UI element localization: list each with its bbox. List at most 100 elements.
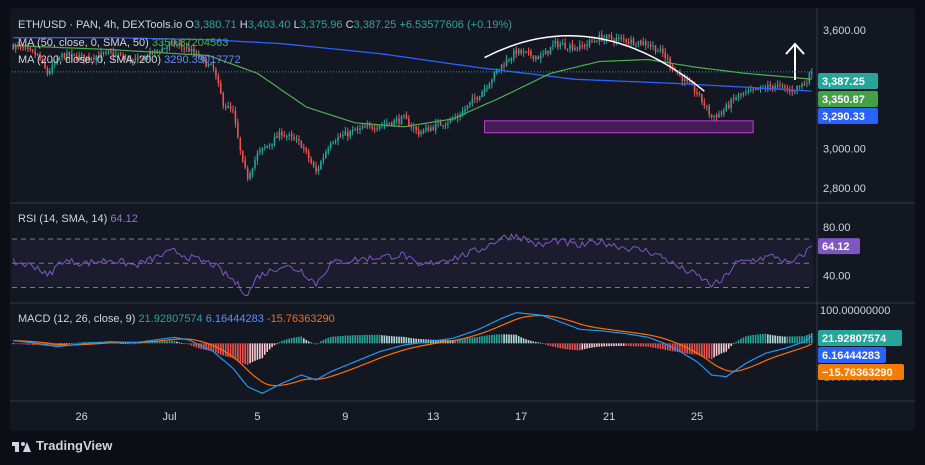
macd-histogram-bar	[295, 337, 298, 344]
candle-body	[473, 97, 476, 99]
candle-body	[110, 51, 112, 53]
candle-body	[251, 168, 254, 175]
macd-histogram-bar	[232, 343, 234, 359]
macd-histogram-bar	[127, 343, 129, 345]
macd-histogram-bar	[591, 343, 593, 348]
candle-body	[779, 84, 781, 86]
macd-histogram-bar	[256, 343, 259, 360]
macd-histogram-bar	[244, 343, 247, 365]
candle-body	[224, 106, 227, 108]
macd-histogram-bar	[640, 343, 642, 347]
candle-body	[557, 40, 559, 47]
macd-histogram-bar	[83, 342, 85, 344]
candle-body	[696, 92, 698, 94]
candle-body	[801, 83, 803, 87]
candle-body	[742, 93, 745, 95]
candle-body	[188, 47, 190, 52]
macd-histogram-bar	[720, 343, 723, 354]
candle-body	[259, 150, 261, 153]
macd-histogram-bar	[586, 343, 588, 349]
candle-body	[630, 39, 632, 44]
candle-body	[283, 135, 286, 137]
candle-body	[410, 126, 413, 128]
candle-body	[176, 44, 178, 46]
candle-body	[66, 52, 68, 60]
macd-histogram-bar	[378, 334, 381, 344]
candle-body	[552, 44, 554, 47]
macd-histogram-bar	[789, 336, 791, 344]
macd-histogram-bar	[422, 339, 425, 344]
candle-body	[752, 88, 754, 90]
macd-histogram-bar	[513, 334, 515, 344]
up-arrow-icon	[785, 42, 805, 55]
candle-body	[383, 124, 386, 126]
candle-body	[156, 50, 159, 52]
candle-body	[393, 120, 395, 126]
rsi-axis-tick: 80.00	[823, 222, 851, 234]
candle-body	[295, 139, 298, 141]
candle-body	[12, 44, 15, 50]
macd-histogram-bar	[205, 343, 207, 351]
candle-body	[83, 54, 85, 60]
macd-histogram-bar	[173, 340, 176, 344]
macd-histogram-bar	[745, 336, 747, 344]
macd-histogram-bar	[598, 343, 601, 347]
macd-histogram-bar	[547, 343, 549, 346]
macd-histogram-bar	[622, 343, 625, 346]
tradingview-logo[interactable]: TradingView	[12, 438, 112, 453]
macd-histogram-bar	[727, 343, 730, 349]
candle-body	[730, 99, 732, 109]
candle-body	[657, 51, 659, 53]
macd-histogram-bar	[134, 343, 137, 345]
macd-histogram-bar	[801, 336, 803, 344]
macd-histogram-bar	[786, 336, 789, 344]
macd-histogram-bar	[730, 343, 732, 347]
candle-body	[193, 48, 195, 54]
candle-body	[542, 54, 544, 56]
macd-histogram-bar	[666, 343, 669, 351]
macd-histogram-bar	[263, 343, 266, 355]
candle-body	[105, 51, 107, 54]
candle-body	[681, 75, 684, 82]
macd-histogram-bar	[139, 342, 142, 344]
macd-histogram-bar	[574, 343, 576, 351]
macd-histogram-bar	[36, 343, 39, 346]
candle-body	[212, 65, 215, 69]
candle-body	[354, 128, 356, 131]
candle-body	[586, 44, 588, 46]
candle-body	[481, 92, 483, 97]
candle-body	[469, 102, 471, 106]
candle-body	[605, 35, 608, 40]
candle-body	[500, 64, 503, 70]
candle-body	[618, 37, 620, 39]
candle-body	[754, 88, 757, 90]
candle-body	[368, 124, 371, 126]
macd-histogram-bar	[767, 334, 769, 344]
candle-body	[337, 136, 339, 142]
macd-histogram-bar	[588, 343, 591, 348]
candle-body	[422, 129, 425, 133]
macd-histogram-bar	[459, 338, 461, 344]
close-price-badge	[818, 73, 878, 89]
chart-frame	[10, 8, 915, 431]
candle-body	[139, 56, 142, 58]
macd-histogram-bar	[505, 334, 508, 344]
macd-histogram-bar	[715, 343, 718, 356]
candle-body	[420, 131, 422, 135]
candle-body	[471, 98, 474, 104]
candle-body	[317, 168, 320, 172]
macd-histogram-bar	[437, 339, 439, 344]
macd-histogram-bar	[224, 343, 227, 357]
candle-body	[273, 136, 276, 145]
macd-histogram-bar	[627, 343, 630, 347]
macd-histogram-bar	[322, 339, 325, 344]
macd-histogram-bar	[735, 341, 737, 344]
macd-histogram-bar	[166, 340, 168, 344]
macd-histogram-bar	[354, 335, 356, 344]
candle-body	[581, 45, 584, 47]
candle-body	[803, 84, 806, 86]
candle-body	[574, 47, 576, 51]
candle-body	[327, 148, 330, 153]
time-axis-tick: 26	[75, 411, 87, 423]
